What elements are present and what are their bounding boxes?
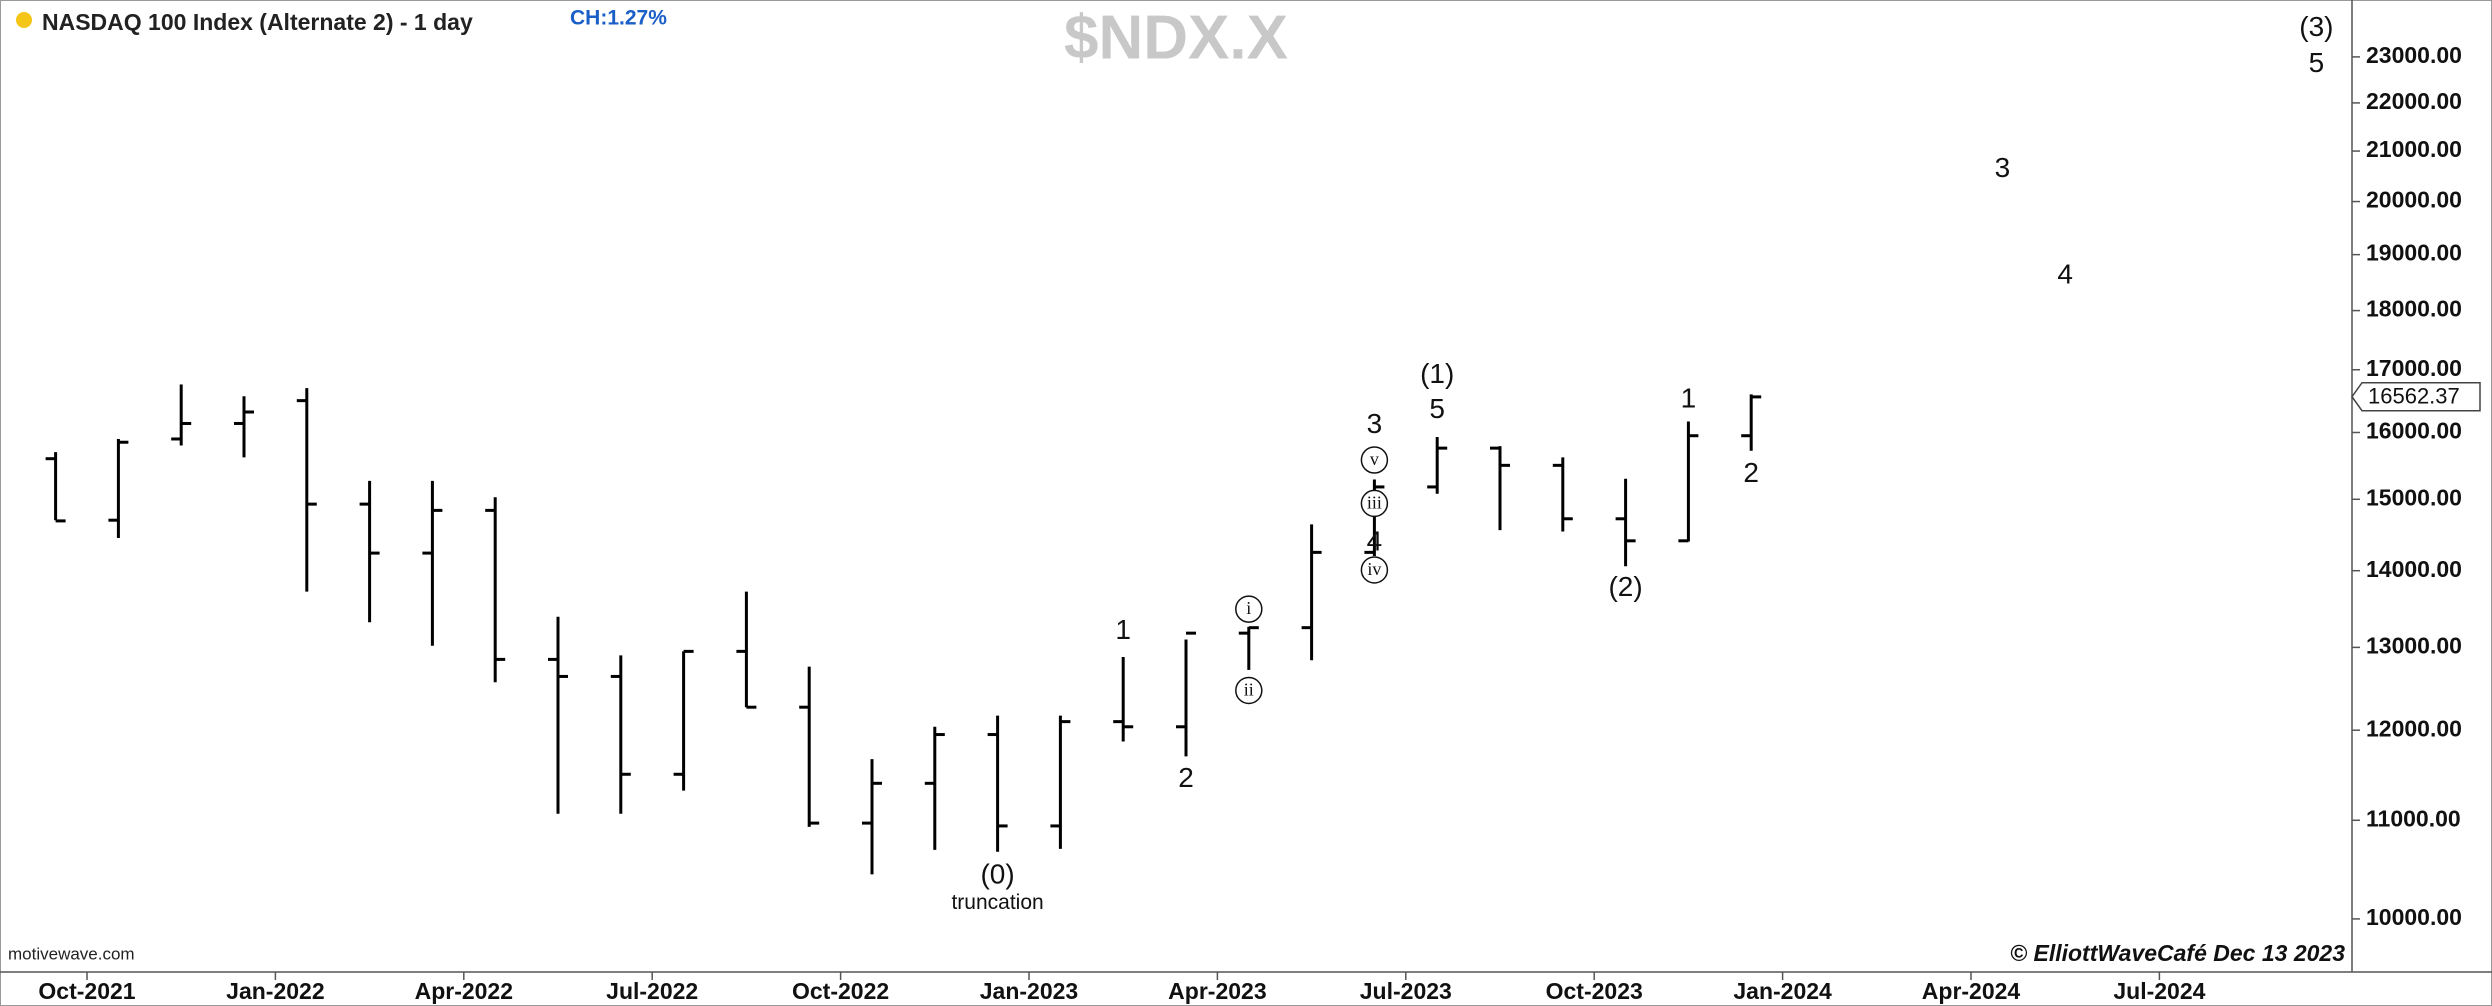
wave-label: (1) xyxy=(1420,358,1454,389)
y-tick-label: 22000.00 xyxy=(2366,88,2462,114)
y-tick-label: 17000.00 xyxy=(2366,355,2462,381)
y-tick-label: 12000.00 xyxy=(2366,715,2462,741)
wave-label: iv xyxy=(1367,559,1381,579)
y-tick-label: 10000.00 xyxy=(2366,904,2462,930)
wave-label: 4 xyxy=(2057,258,2073,289)
wave-circle xyxy=(1360,556,1389,584)
x-tick-label: Jul-2024 xyxy=(2113,978,2205,1004)
wave-label: (3) xyxy=(2299,11,2333,42)
wave-label: iii xyxy=(1367,493,1382,513)
wave-label: 1 xyxy=(1115,614,1131,645)
y-tick-label: 20000.00 xyxy=(2366,187,2462,213)
y-tick-label: 19000.00 xyxy=(2366,240,2462,266)
wave-label: (2) xyxy=(1608,571,1642,602)
wave-label: truncation xyxy=(951,891,1043,914)
x-tick-label: Oct-2022 xyxy=(792,978,889,1004)
y-tick-label: 15000.00 xyxy=(2366,484,2462,510)
last-price-box xyxy=(2351,381,2481,412)
y-tick-label: 21000.00 xyxy=(2366,136,2462,162)
wave-label: 5 xyxy=(1429,393,1445,424)
wave-label: 3 xyxy=(1367,408,1383,439)
y-tick-label: 14000.00 xyxy=(2366,556,2462,582)
wave-label: 2 xyxy=(1178,762,1194,793)
x-tick-label: Apr-2024 xyxy=(1922,978,2021,1004)
x-tick-label: Oct-2023 xyxy=(1546,978,1643,1004)
x-tick-label: Apr-2022 xyxy=(415,978,513,1004)
source-label: motivewave.com xyxy=(8,944,135,963)
wave-label: ii xyxy=(1244,680,1254,700)
wave-label: i xyxy=(1246,598,1251,618)
wave-label: 5 xyxy=(2309,47,2325,78)
wave-label: 2 xyxy=(1743,457,1759,488)
x-tick-label: Jan-2022 xyxy=(226,978,324,1004)
change-label: CH:1.27% xyxy=(570,7,667,30)
wave-label: (0) xyxy=(980,859,1014,890)
y-tick-label: 16000.00 xyxy=(2366,418,2462,444)
x-tick-label: Apr-2023 xyxy=(1168,978,1266,1004)
copyright: © ElliottWaveCafé Dec 13 2023 xyxy=(2010,940,2345,966)
chart-title: NASDAQ 100 Index (Alternate 2) - 1 day xyxy=(42,9,473,35)
x-tick-label: Jul-2023 xyxy=(1360,978,1452,1004)
y-tick-label: 23000.00 xyxy=(2366,42,2462,68)
wave-circle xyxy=(1235,595,1263,623)
y-tick-label: 13000.00 xyxy=(2366,632,2462,658)
x-tick-label: Jan-2023 xyxy=(980,978,1078,1004)
y-tick-label: 11000.00 xyxy=(2366,805,2461,831)
wave-label: 3 xyxy=(1995,152,2011,183)
status-dot xyxy=(16,12,32,28)
wave-circle xyxy=(1360,489,1389,518)
last-price: 16562.37 xyxy=(2368,384,2460,409)
x-tick-label: Jul-2022 xyxy=(606,978,698,1004)
wave-circle xyxy=(1360,446,1389,474)
y-tick-label: 18000.00 xyxy=(2366,296,2462,322)
x-tick-label: Oct-2021 xyxy=(38,978,135,1004)
x-tick-label: Jan-2024 xyxy=(1733,978,1832,1004)
wave-label: 1 xyxy=(1681,382,1697,413)
wave-label: v xyxy=(1370,449,1379,469)
watermark: $NDX.X xyxy=(1064,3,1288,72)
wave-circle xyxy=(1235,676,1263,705)
wave-label: 4 xyxy=(1367,525,1383,556)
